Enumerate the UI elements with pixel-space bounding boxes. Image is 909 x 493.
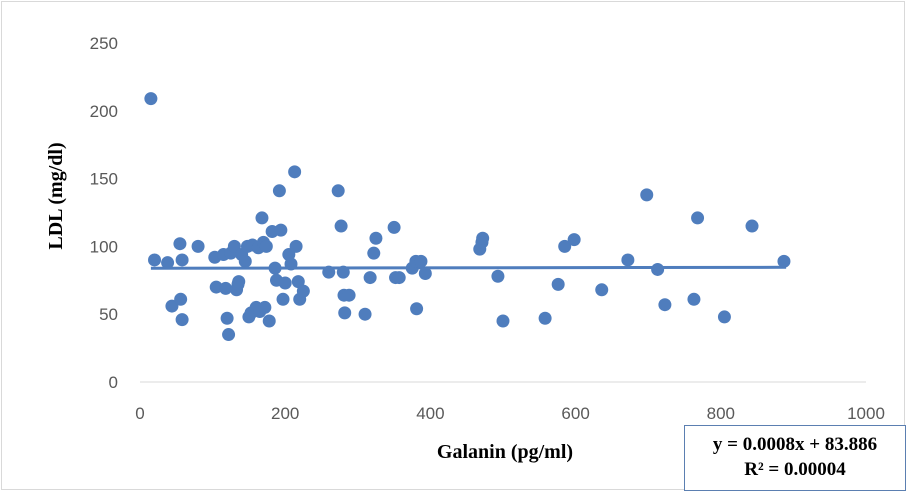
x-tick-label: 600 xyxy=(561,404,589,423)
data-point xyxy=(284,257,298,271)
trendline xyxy=(150,265,787,270)
data-point xyxy=(334,219,348,233)
data-point xyxy=(338,306,352,320)
x-tick-label: 200 xyxy=(271,404,299,423)
data-point xyxy=(175,253,189,267)
y-tick-label: 0 xyxy=(109,373,118,392)
r-squared-value: R² = 0.00004 xyxy=(744,459,846,480)
data-point xyxy=(595,283,609,297)
data-point xyxy=(363,271,377,285)
y-axis: 0 50 100 150 200 250 xyxy=(90,34,118,392)
data-point xyxy=(551,277,565,291)
data-point xyxy=(387,220,401,234)
data-point xyxy=(331,184,345,198)
data-point xyxy=(491,269,505,283)
data-point xyxy=(538,311,552,325)
data-point xyxy=(262,314,276,328)
data-point xyxy=(272,184,286,198)
data-point xyxy=(687,292,701,306)
data-point xyxy=(259,239,273,253)
data-point xyxy=(367,246,381,260)
data-point xyxy=(161,256,175,270)
y-tick-label: 150 xyxy=(90,170,118,189)
data-point xyxy=(191,239,205,253)
x-axis-title: Galanin (pg/ml) xyxy=(437,441,573,463)
y-axis-title: LDL (mg/dl) xyxy=(45,142,67,249)
data-point xyxy=(258,300,272,314)
data-point xyxy=(289,239,303,253)
data-point xyxy=(148,253,162,267)
x-tick-label: 1000 xyxy=(847,404,885,423)
data-point xyxy=(717,310,731,324)
x-axis: 0 200 400 600 800 1000 xyxy=(135,381,885,423)
x-tick-label: 0 xyxy=(135,404,144,423)
x-tick-label: 400 xyxy=(416,404,444,423)
data-point xyxy=(165,299,179,313)
data-point xyxy=(658,298,672,312)
data-point xyxy=(220,311,234,325)
data-point xyxy=(410,302,424,316)
data-point xyxy=(358,307,372,321)
y-tick-label: 200 xyxy=(90,102,118,121)
trendline-equation: y = 0.0008x + 83.886 xyxy=(712,434,878,455)
data-point xyxy=(392,271,406,285)
data-point xyxy=(219,281,233,295)
data-point xyxy=(558,239,572,253)
data-point xyxy=(476,231,490,245)
data-point xyxy=(651,262,665,276)
data-point xyxy=(232,275,246,289)
data-point xyxy=(268,261,282,275)
data-point xyxy=(175,313,189,327)
data-point xyxy=(640,188,654,202)
y-tick-label: 250 xyxy=(90,34,118,53)
data-point xyxy=(296,284,310,298)
data-point xyxy=(322,265,336,279)
data-point xyxy=(342,288,356,302)
data-point xyxy=(173,237,187,251)
data-point xyxy=(144,92,158,106)
y-tick-label: 100 xyxy=(90,237,118,256)
data-point xyxy=(222,328,236,342)
data-point xyxy=(621,253,635,267)
data-point xyxy=(255,211,269,225)
data-points xyxy=(144,92,791,342)
data-point xyxy=(418,267,432,281)
data-point xyxy=(777,254,791,268)
y-tick-label: 50 xyxy=(99,305,118,324)
data-point xyxy=(288,165,302,179)
data-point xyxy=(496,314,510,328)
data-point xyxy=(691,211,705,225)
data-point xyxy=(291,275,305,289)
data-point xyxy=(276,292,290,306)
x-tick-label: 800 xyxy=(707,404,735,423)
data-point xyxy=(336,265,350,279)
data-point xyxy=(414,254,428,268)
data-point xyxy=(278,276,292,290)
data-point xyxy=(238,254,252,268)
data-point xyxy=(369,231,383,245)
data-point xyxy=(567,233,581,247)
trendline-equation-box: y = 0.0008x + 83.886 R² = 0.00004 xyxy=(684,425,906,491)
data-point xyxy=(745,219,759,233)
data-point xyxy=(274,223,288,237)
data-point xyxy=(174,292,188,306)
